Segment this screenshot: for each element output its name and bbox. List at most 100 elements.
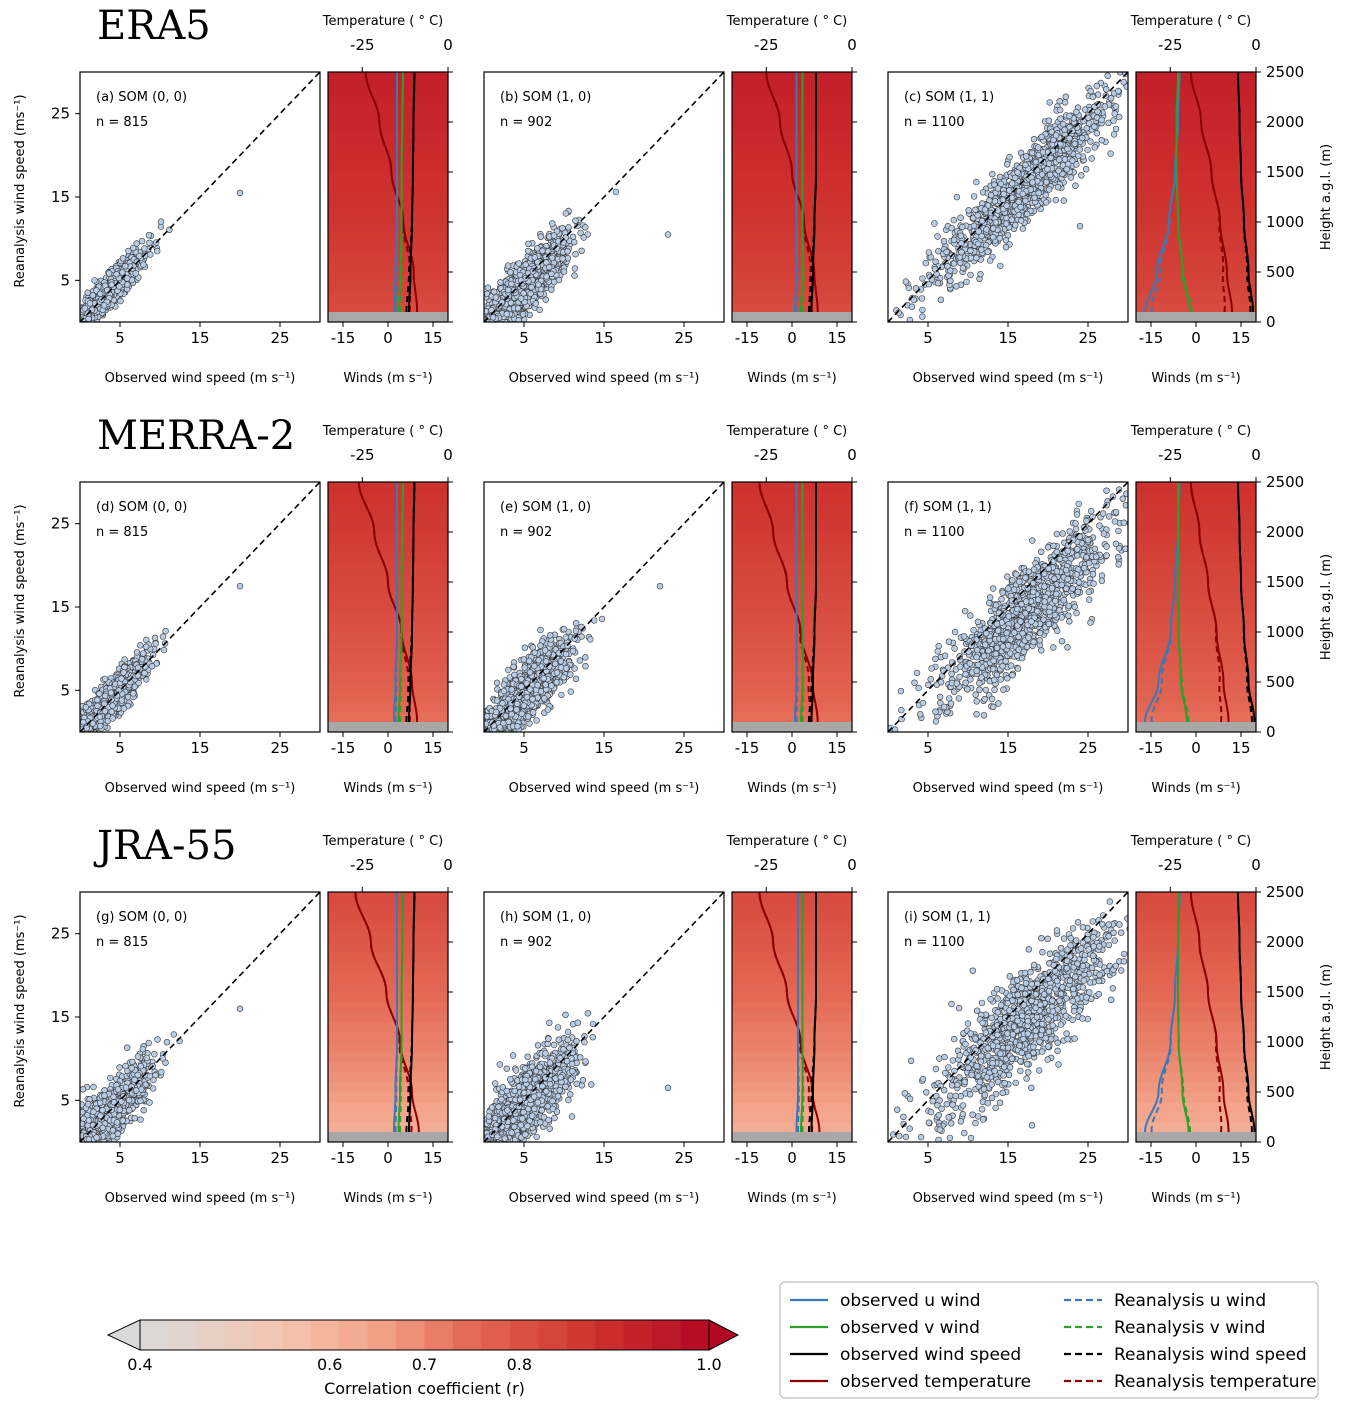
- scatter-point: [564, 248, 571, 255]
- scatter-point: [1116, 113, 1123, 121]
- scatter-point: [529, 695, 536, 703]
- scatter-point: [101, 675, 109, 683]
- correlation-band: [328, 592, 448, 603]
- scatter-point: [97, 290, 104, 298]
- scatter-point: [1035, 189, 1042, 197]
- scatter-point: [543, 273, 550, 280]
- correlation-band: [328, 682, 448, 693]
- scatter-point: [935, 248, 942, 255]
- x-tick-label: 15: [594, 329, 613, 347]
- wind-tick-label: -15: [331, 739, 356, 757]
- scatter-point: [531, 662, 538, 670]
- wind-tick-label: 15: [827, 329, 846, 347]
- scatter-point: [499, 700, 506, 707]
- panel-label: (e) SOM (1, 0): [500, 500, 591, 515]
- scatter-point: [577, 229, 584, 237]
- scatter-x-axis-label: Observed wind speed (m s⁻¹): [913, 371, 1104, 386]
- scatter-point: [897, 687, 905, 695]
- x-tick-label: 5: [923, 329, 933, 347]
- y-tick-label: 25: [51, 515, 70, 533]
- scatter-point: [967, 271, 974, 279]
- correlation-band: [1136, 182, 1256, 193]
- scatter-point: [508, 711, 515, 718]
- scatter-point: [1089, 93, 1097, 101]
- scatter-point: [1061, 99, 1069, 106]
- scatter-point: [1104, 72, 1111, 79]
- scatter-point: [145, 232, 153, 239]
- scatter-point: [535, 657, 542, 664]
- scatter-point: [957, 214, 964, 221]
- scatter-point: [925, 280, 933, 288]
- sample-count: n = 902: [500, 115, 552, 130]
- reanalysis-temperature-line: [758, 482, 812, 723]
- scatter-point: [970, 193, 978, 200]
- x-tick-label: 15: [594, 739, 613, 757]
- scatter-point: [565, 628, 572, 636]
- scatter-point: [527, 290, 534, 297]
- wind-tick-label: 0: [787, 739, 797, 757]
- one-to-one-line: [888, 72, 1128, 322]
- scatter-point: [236, 582, 244, 590]
- scatter-point: [1006, 153, 1013, 161]
- scatter-point: [1069, 157, 1076, 164]
- correlation-band: [732, 132, 852, 143]
- scatter-point: [559, 224, 566, 232]
- scatter-point: [537, 642, 544, 649]
- correlation-band: [328, 542, 448, 553]
- scatter-point: [978, 232, 985, 240]
- temperature-axis-label: Temperature ( ° C): [726, 14, 847, 29]
- scatter-point: [551, 660, 559, 667]
- scatter-point: [134, 664, 142, 671]
- temp-tick-label: -25: [754, 36, 779, 54]
- scatter-point: [531, 254, 538, 261]
- scatter-point: [101, 707, 109, 715]
- scatter-point: [519, 311, 527, 318]
- scatter-point: [572, 675, 580, 683]
- scatter-point: [959, 223, 966, 231]
- correlation-band: [732, 272, 852, 283]
- scatter-point: [1123, 83, 1128, 90]
- scatter-point: [1038, 133, 1045, 141]
- reanalysis-u-wind-line: [1150, 72, 1181, 313]
- correlation-band: [732, 502, 852, 513]
- scatter-point: [565, 224, 572, 231]
- scatter-point: [1071, 140, 1079, 148]
- correlation-band: [328, 232, 448, 243]
- reanalysis-temperature-line: [765, 72, 812, 313]
- scatter-point: [1103, 86, 1110, 93]
- scatter-point: [905, 284, 912, 292]
- correlation-band: [1136, 262, 1256, 273]
- scatter-point: [504, 262, 512, 269]
- scatter-point: [562, 665, 570, 672]
- scatter-point: [957, 232, 965, 240]
- scatter-point: [523, 694, 531, 701]
- temp-tick-label: -25: [350, 36, 375, 54]
- reanalysis-u-wind-line: [795, 482, 799, 723]
- scatter-point: [1075, 152, 1082, 160]
- scatter-point: [1079, 134, 1086, 142]
- scatter-point: [1076, 223, 1084, 230]
- scatter-point: [975, 228, 982, 235]
- scatter-point: [122, 263, 129, 270]
- scatter-point: [534, 245, 541, 252]
- scatter-point: [548, 254, 556, 262]
- scatter-point: [120, 705, 128, 712]
- scatter-point: [1067, 174, 1075, 181]
- height-axis-label: Height a.g.l. (m): [1319, 144, 1334, 250]
- scatter-point: [540, 675, 547, 682]
- reanalysis-u-wind-line: [394, 72, 399, 313]
- scatter-point: [535, 670, 543, 677]
- scatter-point: [569, 647, 577, 655]
- correlation-band: [328, 172, 448, 183]
- scatter-point: [934, 280, 942, 287]
- scatter-point: [1045, 160, 1053, 167]
- scatter-point: [525, 713, 532, 720]
- correlation-band: [328, 612, 448, 623]
- scatter-point: [582, 224, 589, 231]
- scatter-point: [109, 715, 116, 722]
- scatter-point: [521, 664, 528, 671]
- height-tick-label: 0: [1266, 313, 1276, 331]
